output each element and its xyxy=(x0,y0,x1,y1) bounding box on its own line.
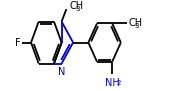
Text: F: F xyxy=(15,38,21,48)
Text: 3: 3 xyxy=(134,23,139,29)
Text: CH: CH xyxy=(128,18,143,28)
Text: 2: 2 xyxy=(116,80,120,86)
Text: NH: NH xyxy=(105,78,120,88)
Text: 3: 3 xyxy=(75,6,80,12)
Text: CH: CH xyxy=(69,1,83,11)
Text: N: N xyxy=(58,67,66,77)
